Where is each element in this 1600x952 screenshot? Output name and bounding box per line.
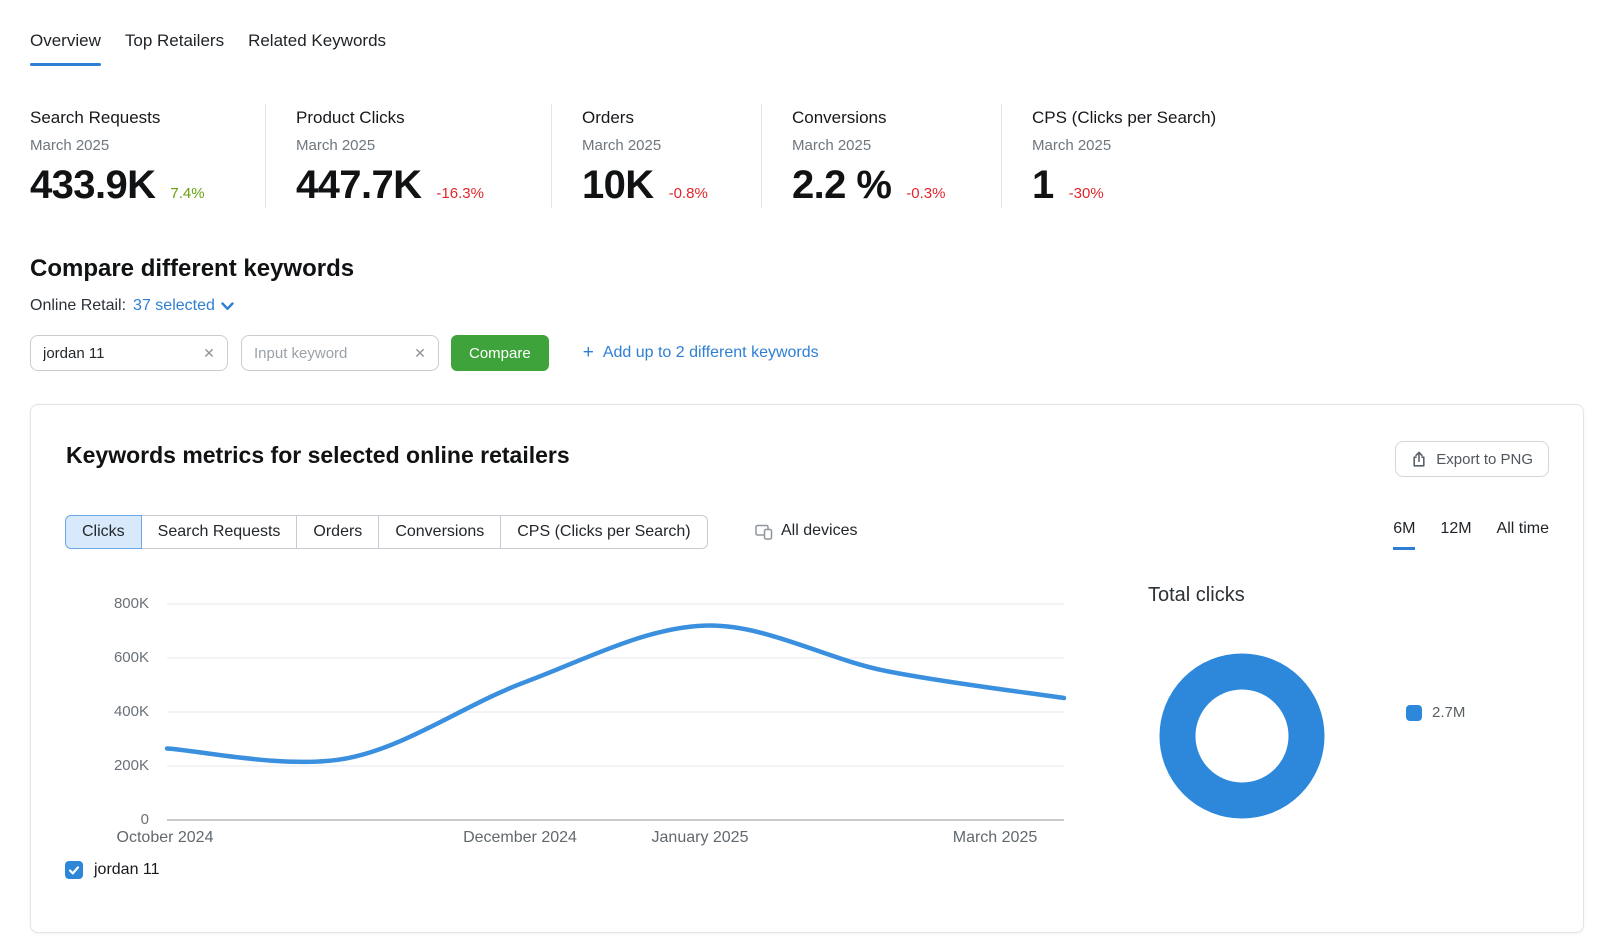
keyword-input-2-wrap: ✕	[241, 335, 439, 371]
metric-summary-row: Search Requests March 2025 433.9K 7.4% P…	[30, 104, 1311, 208]
y-axis-tick: 400K	[113, 703, 149, 720]
legend-swatch	[1406, 704, 1422, 721]
x-axis-tick: October 2024	[116, 829, 214, 846]
clicks-trend-line	[164, 623, 1067, 765]
metric-value: 10K	[582, 163, 654, 207]
seg-conversions[interactable]: Conversions	[379, 515, 502, 549]
metric-delta: -0.3%	[906, 185, 946, 202]
series-toggle-row: jordan 11	[65, 861, 160, 879]
metric-title: Search Requests	[30, 108, 161, 127]
tab-related-keywords[interactable]: Related Keywords	[248, 31, 387, 50]
add-keywords-label: Add up to 2 different keywords	[602, 344, 819, 361]
keyword-input-1[interactable]	[30, 335, 228, 371]
metric-period: March 2025	[792, 137, 872, 154]
chart-card-title: Keywords metrics for selected online ret…	[66, 442, 570, 468]
add-keywords-link[interactable]: + Add up to 2 different keywords	[582, 342, 819, 363]
metric-period: March 2025	[30, 137, 110, 154]
metric-card-search-requests: Search Requests March 2025 433.9K 7.4%	[30, 104, 265, 208]
series-checkbox[interactable]	[65, 861, 83, 879]
range-tab-12m[interactable]: 12M	[1440, 520, 1472, 537]
compare-button[interactable]: Compare	[451, 335, 549, 371]
chart-metric-segmented-control: Clicks Search Requests Orders Conversion…	[65, 515, 708, 549]
all-devices-selector[interactable]: All devices	[755, 522, 857, 540]
check-icon	[68, 865, 80, 874]
metric-card-orders: Orders March 2025 10K -0.8%	[551, 104, 761, 208]
metric-value: 447.7K	[296, 163, 422, 207]
export-icon	[1413, 451, 1425, 467]
donut-legend: 2.7M	[1406, 704, 1465, 721]
seg-search-requests[interactable]: Search Requests	[141, 515, 298, 549]
total-clicks-donut-chart	[1159, 653, 1325, 819]
devices-icon	[755, 524, 773, 540]
keyword-compare-row: ✕ ✕ Compare + Add up to 2 different keyw…	[30, 335, 819, 371]
y-axis-tick: 800K	[113, 595, 149, 612]
all-devices-label: All devices	[781, 522, 858, 539]
retail-filter-label: Online Retail:	[30, 297, 127, 314]
metric-period: March 2025	[1032, 137, 1112, 154]
legend-value: 2.7M	[1432, 704, 1466, 721]
x-axis-tick: December 2024	[463, 829, 577, 846]
seg-clicks[interactable]: Clicks	[65, 515, 142, 549]
keyword-input-2[interactable]	[241, 335, 439, 371]
retail-selected-dropdown[interactable]: 37 selected	[133, 297, 234, 315]
keywords-metrics-card: Keywords metrics for selected online ret…	[30, 404, 1584, 933]
x-axis-tick: January 2025	[651, 829, 749, 846]
donut-chart-title: Total clicks	[1148, 584, 1245, 606]
metric-title: Conversions	[792, 108, 887, 127]
page-tabs: Overview Top Retailers Related Keywords	[30, 31, 386, 66]
range-tab-all-time[interactable]: All time	[1496, 520, 1549, 537]
metric-value: 1	[1032, 163, 1054, 207]
seg-orders[interactable]: Orders	[297, 515, 380, 549]
y-axis-tick: 0	[140, 811, 149, 828]
export-button-label: Export to PNG	[1436, 450, 1533, 468]
metric-delta: -16.3%	[436, 185, 484, 202]
clear-keyword-1-icon[interactable]: ✕	[200, 344, 218, 362]
metric-period: March 2025	[582, 137, 662, 154]
plus-icon: +	[582, 342, 594, 363]
metric-title: Orders	[582, 108, 634, 127]
keyword-input-1-wrap: ✕	[30, 335, 228, 371]
tab-top-retailers[interactable]: Top Retailers	[124, 31, 225, 50]
retail-selected-count: 37 selected	[133, 297, 215, 314]
seg-cps[interactable]: CPS (Clicks per Search)	[501, 515, 708, 549]
series-checkbox-label: jordan 11	[94, 861, 160, 878]
metric-card-cps: CPS (Clicks per Search) March 2025 1 -30…	[1001, 104, 1311, 208]
metric-period: March 2025	[296, 137, 376, 154]
export-to-png-button[interactable]: Export to PNG	[1395, 441, 1549, 477]
metric-value: 2.2 %	[792, 163, 892, 207]
metric-card-conversions: Conversions March 2025 2.2 % -0.3%	[761, 104, 1001, 208]
time-range-tabs: 6M 12M All time	[1393, 520, 1549, 550]
retail-filter-row: Online Retail: 37 selected	[30, 297, 234, 315]
metric-title: Product Clicks	[296, 108, 405, 127]
donut-segment	[1159, 653, 1325, 819]
y-axis-tick: 200K	[113, 757, 149, 774]
clicks-line-chart	[164, 603, 1067, 821]
y-axis-tick: 600K	[113, 649, 149, 666]
metric-card-product-clicks: Product Clicks March 2025 447.7K -16.3%	[265, 104, 551, 208]
clear-keyword-2-icon[interactable]: ✕	[411, 344, 429, 362]
metric-delta: 7.4%	[170, 185, 205, 202]
metric-value: 433.9K	[30, 163, 156, 207]
metric-title: CPS (Clicks per Search)	[1032, 108, 1217, 127]
chevron-down-icon	[221, 301, 234, 310]
tab-overview[interactable]: Overview	[30, 31, 101, 66]
compare-heading: Compare different keywords	[30, 255, 355, 282]
x-axis-tick: March 2025	[952, 829, 1038, 846]
metric-delta: -0.8%	[668, 185, 708, 202]
range-tab-6m[interactable]: 6M	[1393, 520, 1416, 550]
metric-delta: -30%	[1068, 185, 1104, 202]
